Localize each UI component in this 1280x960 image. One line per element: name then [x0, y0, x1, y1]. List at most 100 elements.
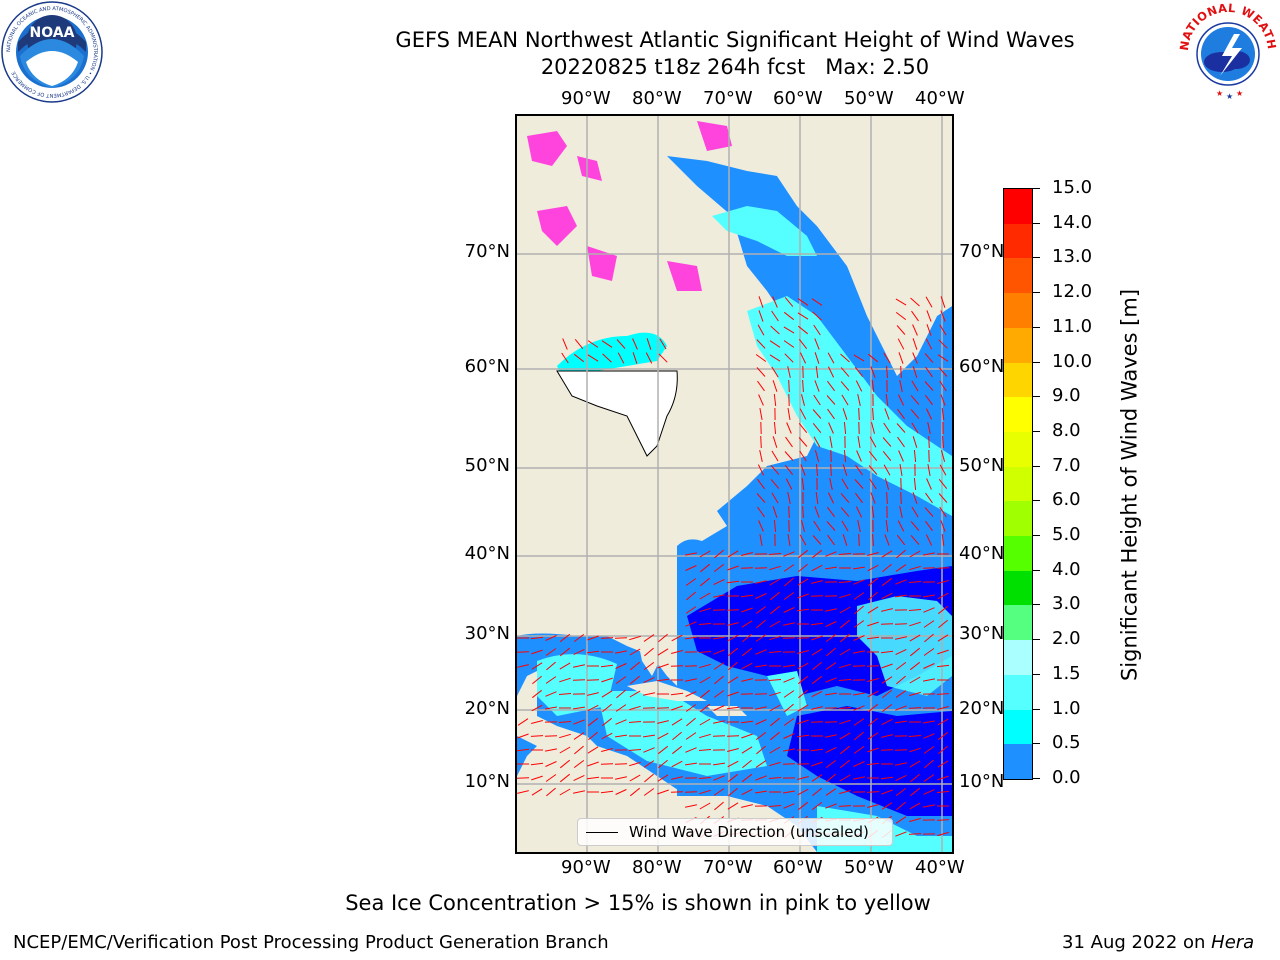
wind-vector [881, 550, 893, 558]
wind-vector [601, 677, 613, 683]
wind-vector [895, 774, 907, 782]
wind-vector [841, 520, 849, 532]
wind-vector [881, 802, 893, 810]
colorbar-segment [1004, 570, 1032, 607]
wind-vector [924, 507, 934, 517]
colorbar-segment [1004, 605, 1032, 642]
wind-vector [756, 493, 766, 503]
wind-vector [840, 507, 850, 517]
wind-vector [926, 310, 932, 322]
wind-vector [727, 802, 739, 810]
wind-vector [727, 647, 739, 657]
wind-vector [769, 691, 781, 697]
wind-vector [880, 623, 894, 625]
wind-vector [629, 787, 641, 797]
lon-label-bottom: 40°W [915, 857, 965, 878]
wind-vector [908, 581, 922, 583]
colorbar-tick-label: 9.0 [1052, 385, 1081, 407]
wind-vector [784, 297, 794, 307]
wind-vector [685, 621, 697, 627]
wind-vector [854, 479, 864, 489]
wind-vector [856, 450, 862, 462]
wind-vector [801, 394, 805, 406]
wind-vector [840, 367, 850, 377]
wind-vector [802, 379, 804, 393]
colorbar-segment [1004, 293, 1032, 329]
wind-vector [796, 734, 810, 738]
lat-label-right: 20°N [959, 698, 1005, 719]
wind-vector [839, 633, 851, 643]
wind-vector [895, 788, 907, 796]
wind-vector [812, 787, 822, 797]
wind-vector [629, 675, 641, 685]
wind-vector [854, 605, 864, 615]
wind-vector [741, 804, 753, 808]
wind-vector [769, 565, 781, 571]
wind-vector [741, 620, 753, 628]
wind-vector [656, 678, 670, 682]
wind-vector [813, 520, 821, 532]
wind-vector [600, 763, 614, 765]
wind-vector [757, 324, 765, 336]
wind-vector [843, 449, 847, 463]
wind-vector [867, 621, 879, 627]
wind-vector [938, 745, 948, 755]
wind-vector [937, 706, 949, 710]
wind-vector [783, 664, 795, 668]
wind-vector [772, 380, 778, 392]
wind-vector [756, 367, 766, 377]
wind-vector [872, 533, 874, 547]
wind-vector [895, 298, 907, 306]
wind-vector [559, 633, 571, 643]
colorbar-tick-label: 13.0 [1052, 246, 1093, 268]
wind-vector [769, 591, 781, 601]
wind-vector [825, 760, 837, 768]
wind-vector [941, 408, 945, 420]
wind-vector [573, 634, 585, 642]
wind-vector [629, 661, 641, 671]
wind-vector [895, 636, 907, 640]
wind-vector [924, 633, 934, 643]
wind-vector [925, 534, 933, 546]
wind-vector [926, 324, 932, 336]
wind-vector [783, 622, 795, 626]
colorbar-tick [1033, 257, 1040, 259]
wind-vector [911, 506, 919, 518]
colorbar-tick [1033, 673, 1040, 675]
wind-vector [785, 436, 793, 448]
wind-vector [815, 492, 819, 504]
wind-vector [658, 633, 668, 643]
wind-vector [796, 637, 810, 639]
wind-vector [886, 491, 888, 505]
colorbar-tick-label: 10.0 [1052, 350, 1093, 372]
lon-label-bottom: 50°W [844, 857, 894, 878]
wind-vector [645, 352, 653, 364]
wind-vector [797, 593, 809, 599]
wind-vector [923, 620, 935, 628]
wind-vector [783, 607, 795, 613]
wind-vector [937, 718, 949, 726]
wind-vector [685, 552, 697, 556]
wind-vector [757, 464, 765, 476]
wind-vector [827, 366, 835, 378]
lat-label-right: 40°N [959, 543, 1005, 564]
wind-vector [858, 533, 860, 547]
wind-vector [895, 720, 907, 724]
wind-vector [643, 760, 655, 768]
wind-vector [573, 732, 585, 740]
wind-vector [937, 354, 949, 362]
wind-vector [858, 407, 860, 421]
colorbar-segment [1004, 501, 1032, 538]
wind-vector [827, 492, 835, 504]
lon-label-top: 60°W [773, 88, 823, 109]
wind-vector [839, 732, 851, 740]
wind-vector [741, 607, 753, 613]
lon-label-bottom: 90°W [561, 857, 611, 878]
wind-vector [657, 720, 669, 724]
wind-vector [811, 802, 823, 810]
wind-vector [573, 719, 585, 725]
wind-vector [910, 773, 920, 783]
wind-vector [643, 662, 655, 670]
wind-vector [855, 464, 863, 476]
wind-vector [785, 478, 793, 490]
